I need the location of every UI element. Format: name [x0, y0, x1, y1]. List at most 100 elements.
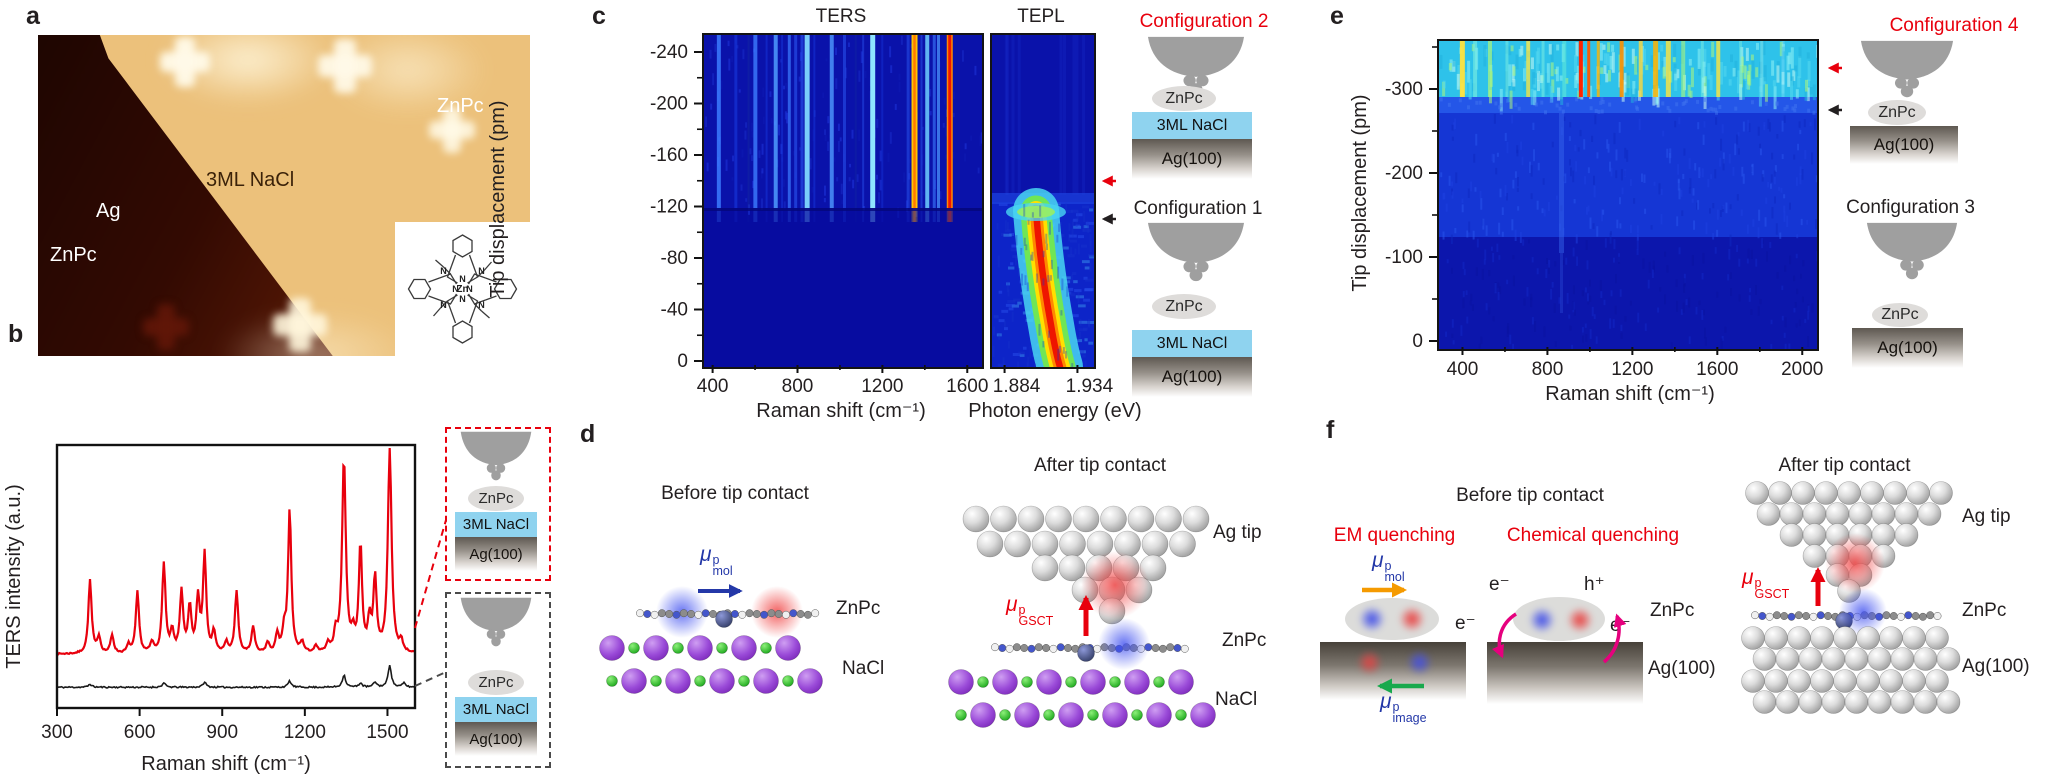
nitrogen-label: N — [440, 266, 447, 276]
mu-base: μ — [1372, 549, 1384, 572]
d-znpc-label: ZnPc — [836, 598, 881, 619]
tick-label: 2000 — [1781, 359, 1823, 380]
chemical-quenching-title: Chemical quenching — [1506, 525, 1680, 546]
tick-label: 1200 — [861, 376, 903, 397]
mu-sup: p — [1018, 603, 1026, 617]
x-axis-label: Raman shift (cm⁻¹) — [756, 400, 925, 422]
spectrum-curve — [56, 447, 416, 656]
tick-label: 1500 — [366, 722, 408, 743]
nitrogen-label: N — [478, 300, 485, 310]
tick-label: 1.934 — [1066, 376, 1114, 397]
em-image-dipole-negative — [1407, 650, 1432, 675]
chem-molecule-dipole-positive — [1567, 607, 1593, 633]
spectrum-curve — [57, 664, 416, 690]
tick-label: -300 — [1385, 79, 1423, 100]
inset-config1-nacl: 3ML NaCl — [455, 697, 537, 722]
panel-e-letter: e — [1330, 2, 1344, 30]
zoom-connector-black — [414, 671, 447, 687]
znpc-molecule-cross — [318, 39, 372, 93]
config4-ag: Ag(100) — [1850, 126, 1958, 164]
inset-config2-box — [445, 427, 551, 581]
f-znpc-label: ZnPc — [1650, 600, 1695, 621]
raman-streaks — [716, 35, 953, 222]
tick-label: -40 — [661, 300, 688, 321]
config3-title: Configuration 3 — [1846, 197, 1975, 218]
panel-c-letter: c — [592, 2, 606, 30]
stm-label-ag: Ag — [96, 200, 121, 222]
nitrogen-label: N — [440, 300, 447, 310]
f-after-title: After tip contact — [1778, 455, 1911, 476]
c-tepl-heatmap-svg — [992, 35, 1096, 390]
tick-label: 1200 — [1611, 359, 1653, 380]
config2-ag: Ag(100) — [1132, 139, 1252, 179]
stm-topography-image — [38, 35, 530, 356]
ters-spectra-plot: 300 600 900 1200 1500 Raman shift (cm⁻¹) TERS … — [3, 443, 447, 775]
tick-label: 0 — [677, 351, 688, 372]
nacl-lattice — [599, 635, 823, 694]
config1-ag: Ag(100) — [1132, 357, 1252, 397]
d-after-scene — [948, 505, 1216, 728]
tick-label: 600 — [124, 722, 156, 743]
inset-config1-znpc: ZnPc — [468, 670, 524, 695]
tick-label: 1600 — [1696, 359, 1738, 380]
chem-molecule-dipole-negative — [1529, 607, 1555, 633]
y-axis-label: Tip displacement (pm) — [1349, 94, 1371, 291]
d-agtip-label: Ag tip — [1213, 522, 1262, 543]
f-before-title: Before tip contact — [1456, 485, 1604, 506]
config2-title: Configuration 2 — [1139, 11, 1269, 32]
e-ters-heatmap — [1437, 39, 1820, 354]
d-before-title: Before tip contact — [661, 483, 809, 504]
tick-label: 0 — [1412, 331, 1423, 352]
znpc-molecule-cross — [143, 304, 189, 350]
c-tepl-heatmap — [990, 33, 1096, 390]
znpc-molecule-cross — [273, 298, 327, 352]
mu-sub: image — [1392, 711, 1427, 725]
stm-tip-icon — [1866, 222, 1958, 280]
tick-label: 1200 — [284, 722, 326, 743]
mu-sub: mol — [1384, 570, 1405, 584]
mu-mol-label-f: μ p mol — [1372, 549, 1405, 584]
panel-a-letter: a — [26, 2, 40, 30]
inset-config1-ag: Ag(100) — [455, 722, 537, 756]
c-ters-heatmap-svg — [704, 35, 983, 367]
chem-hole-label: h⁺ — [1584, 574, 1605, 595]
inset-config1-tip-icon — [460, 597, 532, 647]
inset-config2-znpc: ZnPc — [468, 486, 524, 511]
config4-tip-icon — [1860, 40, 1954, 98]
em-molecule-dipole-positive — [1399, 606, 1425, 632]
znpc-molecule-sideview — [636, 609, 820, 628]
tick-label: -160 — [650, 145, 688, 166]
mu-base: μ — [1380, 690, 1392, 713]
config1-znpc: ZnPc — [1152, 294, 1216, 319]
y-axis-label: TERS intensity (a.u.) — [3, 484, 25, 669]
stm-label-nacl: 3ML NaCl — [206, 169, 295, 191]
em-quenching-title: EM quenching — [1333, 525, 1456, 546]
stm-tip-icon — [460, 597, 532, 647]
plot-frame — [55, 443, 417, 710]
gsct-blue-glow — [1098, 618, 1150, 670]
mu-mol-label-d: μ p mol — [700, 543, 733, 577]
config1-title: Configuration 1 — [1133, 198, 1263, 219]
config2-nacl: 3ML NaCl — [1132, 112, 1252, 139]
nitrogen-label: N — [452, 284, 459, 294]
mu-sup: p — [1392, 700, 1400, 714]
tick-label: -120 — [650, 197, 688, 218]
stm-label-znpc-bottom: ZnPc — [50, 244, 97, 266]
znpc-molecule-sideview — [1751, 611, 1942, 630]
mu-base: μ — [1006, 593, 1018, 616]
d-nacl-label: NaCl — [842, 658, 885, 679]
tick-label: 1.884 — [993, 376, 1041, 397]
config4-znpc: ZnPc — [1868, 100, 1926, 125]
c-ters-heatmap — [702, 33, 984, 369]
d-before-scene — [599, 586, 823, 694]
tick-label: -100 — [1385, 247, 1423, 268]
mu-sup: p — [1754, 576, 1762, 590]
tick-label: 400 — [1447, 359, 1479, 380]
mu-sub: GSCT — [1754, 587, 1790, 601]
znpc-molecule-sideview — [991, 643, 1189, 662]
ag-tip-lattice — [962, 505, 1210, 625]
config3-tip-icon — [1866, 222, 1958, 280]
zoom-connector-red — [414, 519, 447, 629]
config1-tip-icon — [1147, 222, 1245, 282]
x-axis-label: Photon energy (eV) — [968, 400, 1141, 422]
